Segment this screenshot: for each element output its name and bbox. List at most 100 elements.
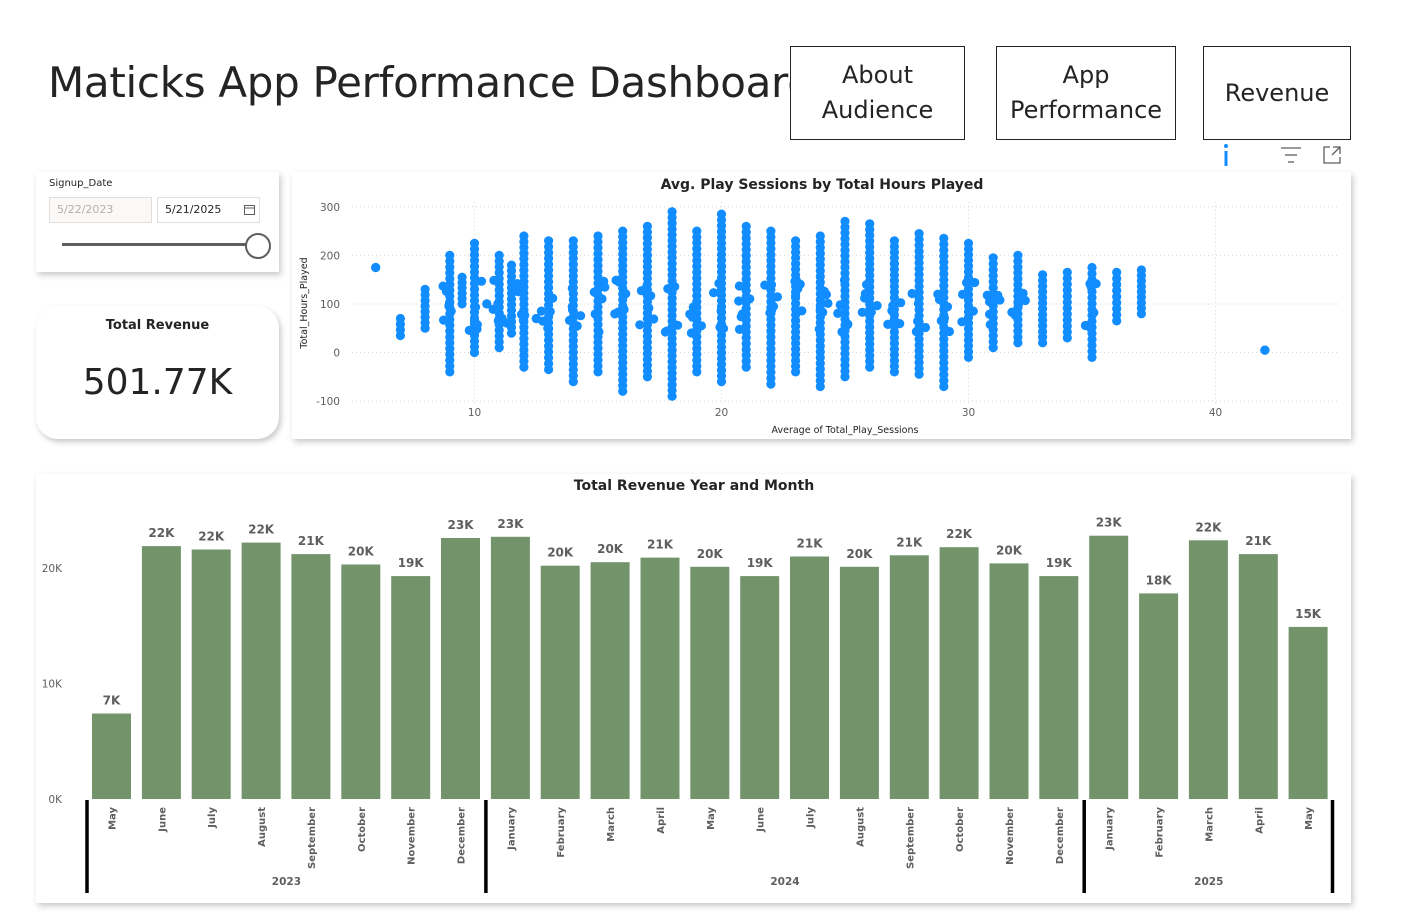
scatter-point[interactable] [843,319,853,329]
scatter-point[interactable] [469,238,480,248]
scatter-chart[interactable]: Avg. Play Sessions by Total Hours Played… [292,172,1351,439]
scatter-point[interactable] [673,320,683,330]
scatter-point[interactable] [866,307,876,317]
revenue-bar[interactable] [889,555,929,799]
scatter-point[interactable] [636,286,646,296]
end-date-input[interactable]: 5/21/2025 [157,197,260,223]
scatter-point[interactable] [668,284,678,294]
revenue-bar[interactable] [540,565,580,799]
scatter-point[interactable] [635,320,645,330]
revenue-bar[interactable] [939,547,979,799]
scatter-point[interactable] [515,281,525,291]
revenue-bar[interactable] [590,562,630,799]
scatter-point[interactable] [734,296,744,306]
scatter-point[interactable] [470,302,481,312]
scatter-point[interactable] [1086,282,1096,292]
app-performance-button[interactable]: App Performance [996,46,1176,140]
scatter-point[interactable] [768,301,779,311]
scatter-point[interactable] [445,250,455,260]
scatter-point[interactable] [371,262,381,273]
scatter-point[interactable] [714,278,724,288]
scatter-point[interactable] [545,307,555,317]
scatter-point[interactable] [963,238,974,248]
scatter-point[interactable] [766,226,776,236]
revenue-bar[interactable] [640,557,680,799]
scatter-point[interactable] [957,317,967,327]
scatter-point[interactable] [687,312,698,322]
scatter-point[interactable] [715,322,725,332]
bar-chart[interactable]: Total Revenue Year and Month 20K 10K 0K 7K… [36,474,1351,903]
scatter-point[interactable] [543,323,553,333]
revenue-bar[interactable] [441,538,480,799]
scatter-point[interactable] [912,326,922,336]
scatter-point[interactable] [942,302,953,312]
scatter-point[interactable] [546,293,557,304]
scatter-point[interactable] [644,303,654,313]
scatter-point[interactable] [1018,288,1028,298]
scatter-point[interactable] [896,298,906,308]
scatter-point[interactable] [716,209,727,219]
info-icon[interactable] [1218,142,1234,168]
scatter-point[interactable] [667,207,677,217]
scatter-point[interactable] [568,236,578,246]
revenue-bar[interactable] [490,536,530,799]
scatter-point[interactable] [716,289,726,299]
scatter-point[interactable] [519,231,529,241]
scatter-point[interactable] [1007,307,1017,317]
scatter-point[interactable] [889,315,899,325]
start-date-input[interactable]: 5/22/2023 [49,197,175,223]
revenue-bar[interactable] [1139,593,1179,799]
scatter-point[interactable] [457,272,467,282]
scatter-point[interactable] [446,306,456,316]
scatter-point[interactable] [538,316,548,326]
scatter-point[interactable] [1086,323,1096,334]
scatter-point[interactable] [619,304,629,315]
revenue-bar[interactable] [1288,626,1328,799]
focus-mode-icon[interactable] [1322,145,1342,165]
scatter-point[interactable] [888,301,898,311]
scatter-point[interactable] [649,314,659,324]
scatter-point[interactable] [1112,267,1122,277]
scatter-point[interactable] [965,277,975,287]
revenue-bar[interactable] [241,542,281,799]
slider-track[interactable] [62,243,258,246]
scatter-point[interactable] [736,312,746,322]
revenue-bar[interactable] [141,546,181,799]
scatter-point[interactable] [793,284,803,294]
scatter-point[interactable] [823,298,833,308]
scatter-point[interactable] [564,315,575,325]
about-audience-button[interactable]: About Audience [790,46,965,140]
revenue-bar[interactable] [1089,535,1129,799]
scatter-point[interactable] [913,316,923,326]
scatter-point[interactable] [692,226,702,236]
scatter-point[interactable] [840,216,850,226]
scatter-point[interactable] [572,321,582,331]
revenue-bar[interactable] [391,576,431,799]
scatter-point[interactable] [741,221,751,231]
scatter-point[interactable] [518,315,528,326]
scatter-point[interactable] [791,275,801,285]
scatter-point[interactable] [815,304,825,314]
scatter-point[interactable] [441,286,451,296]
scatter-point[interactable] [1260,345,1270,355]
revenue-bar[interactable] [839,566,879,799]
scatter-point[interactable] [716,306,726,316]
scatter-point[interactable] [1013,300,1023,310]
scatter-point[interactable] [1089,308,1099,318]
scatter-point[interactable] [696,321,706,331]
scatter-point[interactable] [420,284,430,294]
scatter-point[interactable] [944,326,955,337]
scatter-point[interactable] [862,280,872,290]
scatter-point[interactable] [968,306,978,316]
revenue-bar[interactable] [989,563,1029,799]
scatter-point[interactable] [837,327,847,337]
scatter-point[interactable] [493,299,503,309]
scatter-point[interactable] [958,289,968,299]
revenue-bar[interactable] [341,564,381,800]
scatter-point[interactable] [760,280,770,290]
scatter-point[interactable] [594,327,604,337]
scatter-point[interactable] [872,301,882,311]
scatter-point[interactable] [988,253,998,263]
scatter-point[interactable] [610,309,620,319]
revenue-bar[interactable] [291,554,331,799]
